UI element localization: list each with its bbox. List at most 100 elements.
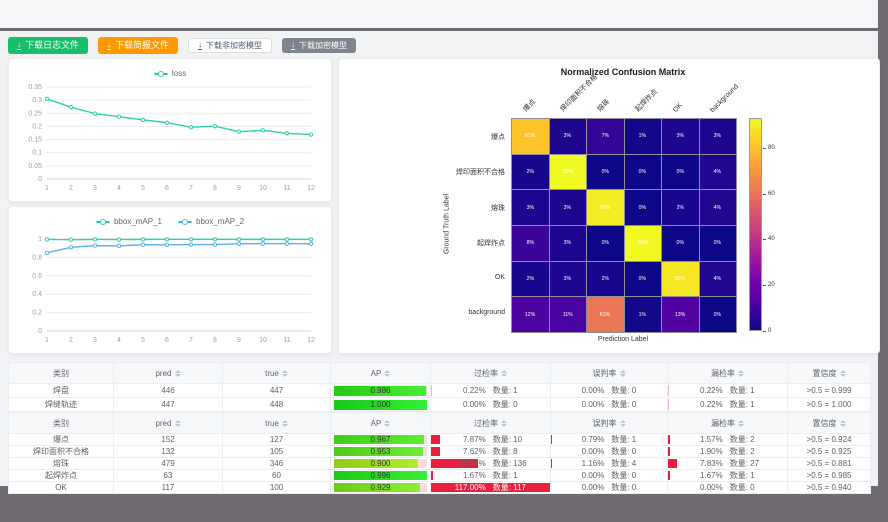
rate-cell: 117.00% 数量: 117 (431, 483, 550, 493)
pred-count-cell: 446 (113, 383, 223, 398)
ap-value: 0.929 (370, 483, 391, 492)
column-header-AP[interactable]: AP (330, 412, 431, 434)
misjudge-rate-cell: 0.00% 数量: 0 (550, 383, 668, 398)
column-header-pred[interactable]: pred (113, 412, 223, 434)
column-header-置信度[interactable]: 置信度 (787, 362, 871, 384)
rate-count: 数量: 136 (492, 459, 527, 468)
sort-carets-icon[interactable] (501, 419, 507, 427)
rate-count: 数量: 0 (611, 447, 637, 456)
miss-rate-cell: 0.22% 数量: 1 (667, 383, 788, 398)
ap-cell: 0.967 (330, 433, 431, 446)
true-count-cell: 448 (222, 397, 331, 412)
matrix-row-label: background (468, 309, 505, 317)
true-count-cell: 60 (222, 469, 331, 482)
column-header-pred[interactable]: pred (113, 362, 223, 384)
sort-carets-icon[interactable] (174, 369, 181, 377)
column-header-label: pred (155, 418, 172, 428)
sort-carets-icon[interactable] (839, 419, 846, 427)
rate-cell: 0.00% 数量: 0 (432, 399, 550, 411)
confusion-matrix-xlabel: Prediction Label (597, 336, 649, 343)
download-report-button[interactable]: 下载简报文件 (98, 37, 179, 54)
rate-count: 数量: 0 (611, 386, 637, 395)
class-name-cell: 焊盘 (8, 383, 114, 398)
table-row: 起焊炸点 63 60 0.996 1.67% 数量: 1 0.00% 数量: 0 1.67% 数量… (8, 469, 871, 482)
rate-count: 数量: 8 (492, 447, 518, 456)
table-row: 焊缝轨迹 447 448 1.000 0.00% 数量: 0 0.00% 数量: 0 0.22%… (8, 397, 871, 412)
svg-text:0: 0 (38, 176, 42, 183)
colorbar-tickmark (763, 193, 766, 195)
matrix-cell: 3% (662, 119, 699, 154)
svg-text:5: 5 (141, 337, 145, 344)
svg-text:5: 5 (141, 185, 145, 192)
misjudge-rate-cell: 0.00% 数量: 0 (550, 469, 668, 482)
svg-text:0.35: 0.35 (28, 84, 42, 91)
sort-carets-icon[interactable] (174, 419, 181, 427)
rate-count: 数量: 117 (492, 483, 526, 492)
matrix-cell: 2% (512, 154, 549, 190)
sort-carets-icon[interactable] (839, 369, 846, 377)
class-name-cell: 焊缝轨迹 (8, 397, 114, 412)
sort-carets-icon[interactable] (738, 419, 744, 427)
column-header-label: true (265, 418, 279, 428)
column-header-label: pred (155, 368, 172, 378)
rate-cell: 7.62% 数量: 8 (431, 447, 550, 457)
pred-count-cell: 479 (113, 457, 223, 470)
rate-count: 数量: 0 (729, 483, 755, 492)
matrix-cell: 0% (624, 154, 661, 190)
rate-percent: 0.00% (581, 386, 605, 395)
column-header-过检率[interactable]: 过检率 (430, 362, 551, 384)
column-header-AP[interactable]: AP (330, 362, 431, 384)
download-encrypted-model-button[interactable]: 下载加密模型 (282, 38, 357, 53)
download-icon (17, 41, 21, 50)
legend-item-bbox_mAP_2[interactable]: bbox_mAP_2 (178, 217, 244, 226)
matrix-cell: 3% (549, 261, 586, 297)
sort-carets-icon[interactable] (619, 369, 626, 377)
column-header-漏检率[interactable]: 漏检率 (667, 412, 788, 434)
matrix-cell: 0% (587, 226, 624, 261)
colorbar (749, 118, 762, 331)
legend-item-loss[interactable]: loss (153, 69, 186, 78)
button-label: 下载日志文件 (25, 40, 80, 50)
column-header-误判率[interactable]: 误判率 (550, 362, 668, 384)
rate-cell: 1.90% 数量: 2 (668, 447, 787, 457)
sort-carets-icon[interactable] (384, 419, 391, 427)
svg-text:3: 3 (93, 337, 97, 344)
matrix-cell: 2% (587, 261, 624, 297)
column-header-过检率[interactable]: 过检率 (430, 412, 551, 434)
column-header-误判率[interactable]: 误判率 (550, 412, 668, 434)
download-unencrypted-model-button[interactable]: 下载非加密模型 (188, 38, 273, 53)
matrix-row-label: 熔珠 (491, 204, 505, 212)
true-count-cell: 447 (222, 383, 331, 398)
rate-bar (668, 435, 670, 444)
top-divider (0, 28, 878, 31)
rate-cell: 0.22% 数量: 1 (668, 399, 787, 411)
column-header-true[interactable]: true (222, 362, 331, 384)
rate-bar (431, 483, 550, 492)
ap-cell: 0.996 (330, 469, 431, 482)
confidence-cell: >0.5 = 0.985 (787, 469, 871, 482)
column-header-置信度[interactable]: 置信度 (787, 412, 871, 434)
sort-carets-icon[interactable] (738, 369, 744, 377)
over-rate-cell: 1.67% 数量: 1 (430, 469, 551, 482)
colorbar-tickmark (763, 239, 766, 241)
download-log-button[interactable]: 下载日志文件 (8, 37, 89, 54)
sort-carets-icon[interactable] (281, 419, 288, 427)
legend-item-bbox_mAP_1[interactable]: bbox_mAP_1 (95, 217, 162, 226)
over-rate-cell: 39.42% 数量: 136 (430, 457, 551, 470)
rate-cell: 0.22% 数量: 1 (431, 385, 550, 397)
sort-carets-icon[interactable] (501, 369, 507, 377)
rate-bar (668, 471, 670, 480)
sort-carets-icon[interactable] (384, 369, 391, 377)
rate-bar (668, 385, 669, 396)
column-header-true[interactable]: true (222, 412, 331, 434)
colorbar-tickmark (763, 147, 766, 149)
sort-carets-icon[interactable] (281, 369, 288, 377)
ap-value: 0.953 (370, 447, 391, 456)
column-header-漏检率[interactable]: 漏检率 (667, 362, 788, 384)
rate-cell: 0.79% 数量: 1 (551, 435, 667, 445)
rate-percent: 0.00% (581, 447, 605, 456)
rate-cell: 1.57% 数量: 2 (668, 435, 787, 445)
over-rate-cell: 7.62% 数量: 8 (430, 445, 551, 458)
sort-carets-icon[interactable] (619, 419, 626, 427)
rate-percent: 0.00% (581, 400, 605, 409)
